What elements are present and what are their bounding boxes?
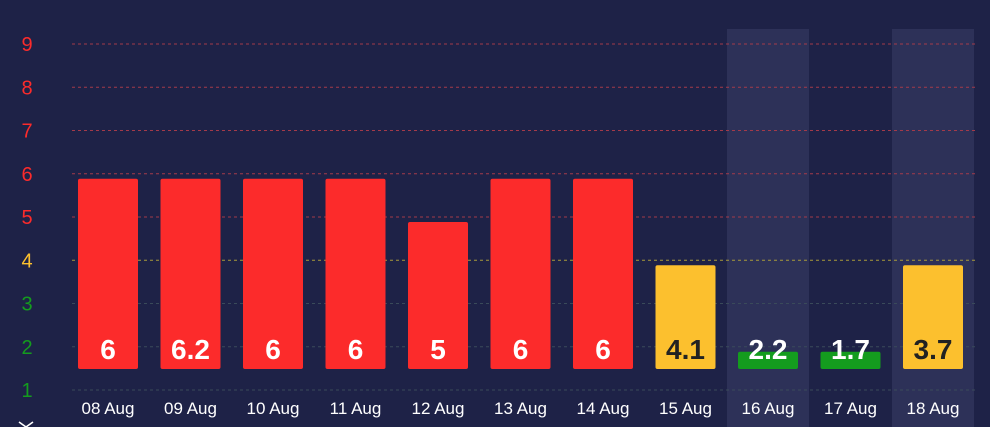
y-tick-label: 8 [21,77,32,99]
y-tick-label: 2 [21,337,32,359]
bar[interactable] [243,178,303,369]
x-tick-label: 09 Aug [164,399,217,418]
bar-value-label: 5 [430,334,446,365]
bar[interactable] [408,222,468,369]
bar[interactable] [820,351,881,369]
bar-value-label: 6.2 [171,334,210,365]
bar[interactable] [325,178,386,369]
bar[interactable] [738,351,798,369]
bar[interactable] [573,178,633,369]
bar[interactable] [160,178,221,369]
bars: 6 6.2 6 6 5 6 6 4.1 2.2 1.7 3.7 [78,178,963,369]
x-tick-label: 15 Aug [659,399,712,418]
x-tick-label: 17 Aug [824,399,877,418]
bar-value-label: 6 [100,334,116,365]
y-tick-label: 7 [21,121,32,143]
bar-value-label: 1.7 [831,334,870,365]
y-tick-label: 1 [21,380,32,402]
y-tick-label: 4 [21,250,32,272]
bar[interactable] [490,178,551,369]
bar-value-label: 6 [348,334,364,365]
y-tick-label: 6 [21,164,32,186]
y-axis-ticks: 1 2 3 4 5 6 7 8 9 [21,34,32,402]
y-tick-label: 5 [21,207,32,229]
bar-value-label: 6 [265,334,281,365]
x-tick-label: 13 Aug [494,399,547,418]
x-tick-label: 12 Aug [412,399,465,418]
bar-value-label: 4.1 [666,334,705,365]
x-tick-label: 14 Aug [577,399,630,418]
chevron-down-icon[interactable] [18,421,34,427]
bar-value-label: 6 [513,334,529,365]
x-tick-label: 10 Aug [247,399,300,418]
x-tick-label: 18 Aug [907,399,960,418]
x-tick-label: 16 Aug [742,399,795,418]
x-axis-labels: 08 Aug 09 Aug 10 Aug 11 Aug 12 Aug 13 Aug 14 A… [82,399,960,418]
x-tick-label: 11 Aug [330,399,382,418]
bar-value-label: 6 [595,334,611,365]
bar-value-label: 2.2 [749,334,788,365]
x-tick-label: 08 Aug [82,399,135,418]
y-tick-label: 3 [21,294,32,316]
bar[interactable] [903,265,963,369]
y-tick-label: 9 [21,34,32,56]
bar-value-label: 3.7 [914,334,953,365]
bar[interactable] [655,265,716,369]
bar[interactable] [78,178,138,369]
